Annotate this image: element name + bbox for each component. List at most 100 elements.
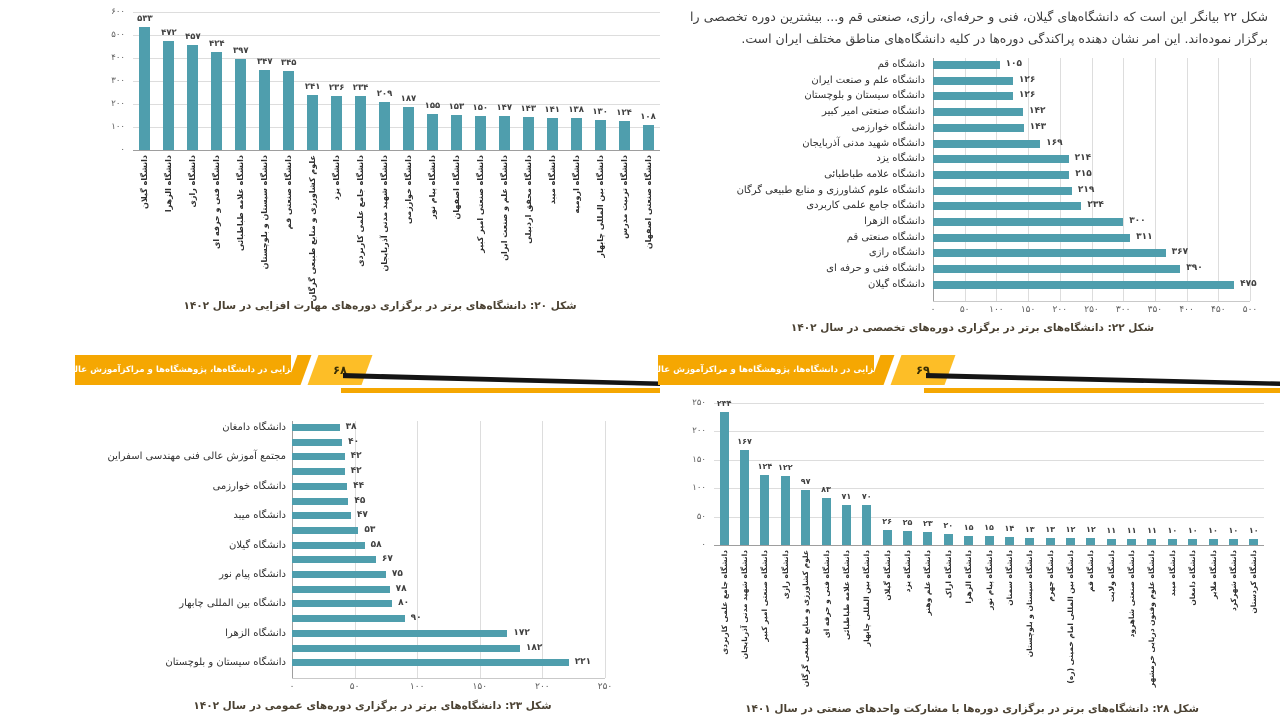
bar bbox=[1249, 539, 1259, 545]
category-label: دانشگاه ولایت bbox=[1106, 550, 1116, 603]
category-label: دانشگاه علم وهنر bbox=[923, 550, 933, 616]
bar-value-label: ۳۹۷ bbox=[232, 45, 249, 56]
category-label: دانشگاه شهید مدنی آذربایجان bbox=[740, 550, 750, 660]
category-label: دانشگاه گیلان bbox=[228, 539, 286, 551]
bar bbox=[379, 101, 391, 150]
bar bbox=[841, 504, 851, 545]
bar bbox=[923, 531, 933, 545]
category-label: دانشگاه علوم کشاورزی و منابع طبیعی گرگان bbox=[736, 184, 925, 196]
bar bbox=[498, 116, 510, 150]
bar bbox=[933, 92, 1013, 101]
bar bbox=[801, 489, 811, 545]
bar bbox=[933, 155, 1069, 164]
bar bbox=[933, 265, 1181, 274]
gridline bbox=[964, 58, 966, 301]
x-axis-tick-label: ۲۰۰ bbox=[535, 681, 550, 692]
category-label: دانشگاه پیام نور bbox=[427, 155, 437, 219]
bar bbox=[760, 474, 770, 545]
bar bbox=[882, 530, 892, 545]
bar-value-label: ۱۷۲ bbox=[513, 627, 530, 638]
y-axis-tick-label: ۵۰ bbox=[696, 511, 706, 522]
bar bbox=[163, 41, 175, 150]
x-axis-tick-label: ۳۰۰ bbox=[1115, 304, 1131, 315]
bar-value-label: ۱۵۰ bbox=[472, 102, 489, 113]
bar-value-label: ۱۴۳ bbox=[520, 104, 537, 115]
x-axis-line bbox=[292, 677, 605, 679]
category-label: دانشگاه بین المللی چابهار bbox=[179, 598, 286, 610]
bar-value-label: ۱۰ bbox=[1208, 526, 1218, 536]
bar-value-label: ۱۳ bbox=[1045, 524, 1055, 534]
category-label: دانشگاه صنعتی اصفهان bbox=[643, 155, 653, 250]
bar-value-label: ۳۱۱ bbox=[1136, 231, 1153, 242]
category-label: دانشگاه الزهرا bbox=[964, 550, 974, 604]
bar bbox=[984, 536, 994, 545]
bar-value-label: ۱۴۳ bbox=[1029, 121, 1047, 132]
bar-value-label: ۴۵۷ bbox=[185, 31, 201, 42]
bar-value-label: ۱۳ bbox=[1024, 524, 1035, 534]
gridline bbox=[1028, 58, 1030, 301]
bar bbox=[546, 117, 558, 150]
bar bbox=[355, 96, 367, 150]
gridline bbox=[714, 431, 1264, 433]
y-axis-tick-label: ۳۰۰ bbox=[111, 76, 125, 86]
bar-value-label: ۱۳۸ bbox=[568, 105, 584, 116]
x-axis-tick-label: ۴۰۰ bbox=[1179, 304, 1194, 315]
bar-value-label: ۲۶ bbox=[882, 517, 893, 527]
x-axis-tick-label: ۱۵۰ bbox=[1020, 304, 1036, 315]
category-label: دانشگاه دامغان bbox=[222, 422, 286, 433]
bar bbox=[933, 233, 1131, 242]
bar bbox=[594, 120, 606, 150]
category-label: دانشگاه گیلان bbox=[882, 550, 892, 601]
bar-value-label: ۱۰ bbox=[1187, 526, 1198, 536]
page-footer-banner-right: مهارت‌افزایی در دانشگاه‌ها، پژوهشگاه‌ها … bbox=[622, 351, 1280, 397]
category-label: دانشگاه فنی و حرفه ای bbox=[821, 550, 831, 639]
gridline bbox=[354, 421, 356, 678]
figure-23-caption: شکل ۲۳: دانشگاه‌های برتر در برگزاری دوره… bbox=[193, 700, 552, 712]
category-label: دانشگاه ارومیه bbox=[571, 155, 581, 214]
bar bbox=[933, 76, 1013, 85]
category-label: دانشگاه شهید مدنی آذربایجان bbox=[380, 155, 390, 272]
gridline bbox=[292, 421, 293, 678]
bar bbox=[292, 526, 359, 534]
category-label: دانشگاه علم و صنعت ایران bbox=[811, 74, 925, 86]
gridline bbox=[714, 545, 1264, 546]
figure-23-chart: شکل ۲۳: دانشگاه‌های برتر در برگزاری دوره… bbox=[90, 412, 655, 712]
bar-value-label: ۲۱۵ bbox=[1075, 168, 1092, 179]
page-number-box: ۶۸ bbox=[307, 355, 373, 385]
category-label: دانشگاه علامه طباطبائی bbox=[841, 550, 851, 640]
bar-value-label: ۲۳۴ bbox=[1087, 200, 1104, 211]
bar bbox=[474, 115, 486, 150]
category-label: دانشگاه علم و صنعت ایران bbox=[499, 155, 509, 261]
footer-gold-strip bbox=[924, 388, 1280, 393]
category-label: دانشگاه صنعتی امیر کبیر bbox=[475, 155, 485, 253]
figure-28-caption: شکل ۲۸: دانشگاه‌های برتر در برگزاری دوره… bbox=[745, 703, 1199, 715]
category-label: دانشگاه گیلان bbox=[140, 155, 150, 209]
y-axis-tick-label: ۱۰۰ bbox=[111, 122, 125, 132]
bar bbox=[283, 70, 295, 150]
bar-value-label: ۴۲۴ bbox=[209, 39, 225, 50]
footer-title: مهارت‌افزایی در دانشگاه‌ها، پژوهشگاه‌ها … bbox=[622, 365, 910, 375]
bar-value-label: ۱۲۴ bbox=[757, 461, 773, 471]
x-axis-tick-label: ۱۰۰ bbox=[989, 304, 1004, 315]
bar-value-label: ۱۲۶ bbox=[1018, 74, 1036, 85]
category-label: دانشگاه رازی bbox=[188, 155, 198, 208]
category-label: دانشگاه فنی و حرفه ای bbox=[826, 263, 925, 275]
bar bbox=[1065, 538, 1075, 545]
category-label: دانشگاه قم bbox=[877, 59, 925, 70]
category-label: دانشگاه علوم وفنون دریایی خرمشهر bbox=[1147, 550, 1157, 688]
bar-value-label: ۱۰ bbox=[1167, 526, 1178, 536]
bar-value-label: ۵۸ bbox=[370, 539, 382, 550]
category-label: دانشگاه فنی و حرفه ای bbox=[212, 155, 222, 249]
bar-value-label: ۴۷۵ bbox=[1240, 278, 1257, 289]
gridline bbox=[133, 35, 660, 36]
footer-wedge-shape bbox=[343, 373, 660, 386]
category-label: دانشگاه الزهرا bbox=[164, 155, 174, 213]
category-label: دانشگاه صنعتی امیر کبیر bbox=[760, 550, 770, 642]
bar-value-label: ۱۲۲ bbox=[777, 462, 793, 472]
bar bbox=[292, 468, 345, 476]
y-axis-tick-label: ۵۰۰ bbox=[111, 30, 125, 40]
bar bbox=[292, 644, 520, 652]
x-axis-tick-label: ۰ bbox=[930, 304, 936, 315]
bar bbox=[933, 249, 1166, 258]
bar-value-label: ۳۴۷ bbox=[256, 57, 273, 68]
